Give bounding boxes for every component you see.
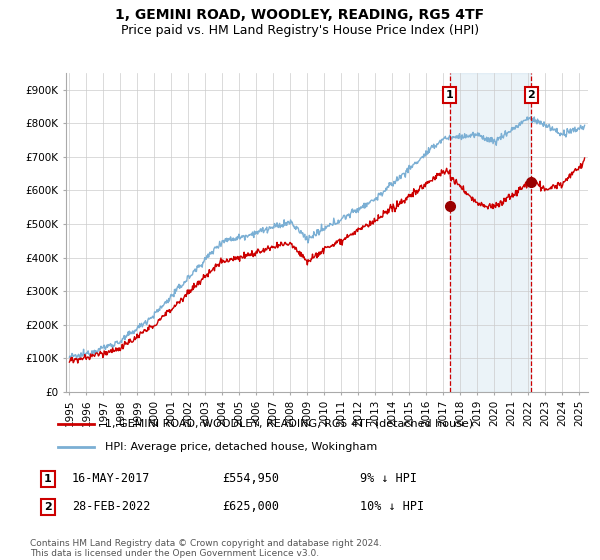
Text: 9% ↓ HPI: 9% ↓ HPI bbox=[360, 472, 417, 486]
Text: 1: 1 bbox=[446, 90, 454, 100]
Bar bbox=[450, 73, 531, 392]
Text: HPI: Average price, detached house, Wokingham: HPI: Average price, detached house, Woki… bbox=[105, 442, 377, 452]
Text: 10% ↓ HPI: 10% ↓ HPI bbox=[360, 500, 424, 514]
Text: 16-MAY-2017: 16-MAY-2017 bbox=[72, 472, 151, 486]
Text: £554,950: £554,950 bbox=[222, 472, 279, 486]
Text: 1: 1 bbox=[44, 474, 52, 484]
Text: Contains HM Land Registry data © Crown copyright and database right 2024.
This d: Contains HM Land Registry data © Crown c… bbox=[30, 539, 382, 558]
Text: 1, GEMINI ROAD, WOODLEY, READING, RG5 4TF (detached house): 1, GEMINI ROAD, WOODLEY, READING, RG5 4T… bbox=[105, 419, 473, 429]
Text: 2: 2 bbox=[527, 90, 535, 100]
Text: 2: 2 bbox=[44, 502, 52, 512]
Text: 1, GEMINI ROAD, WOODLEY, READING, RG5 4TF: 1, GEMINI ROAD, WOODLEY, READING, RG5 4T… bbox=[115, 8, 485, 22]
Text: Price paid vs. HM Land Registry's House Price Index (HPI): Price paid vs. HM Land Registry's House … bbox=[121, 24, 479, 36]
Text: £625,000: £625,000 bbox=[222, 500, 279, 514]
Text: 28-FEB-2022: 28-FEB-2022 bbox=[72, 500, 151, 514]
